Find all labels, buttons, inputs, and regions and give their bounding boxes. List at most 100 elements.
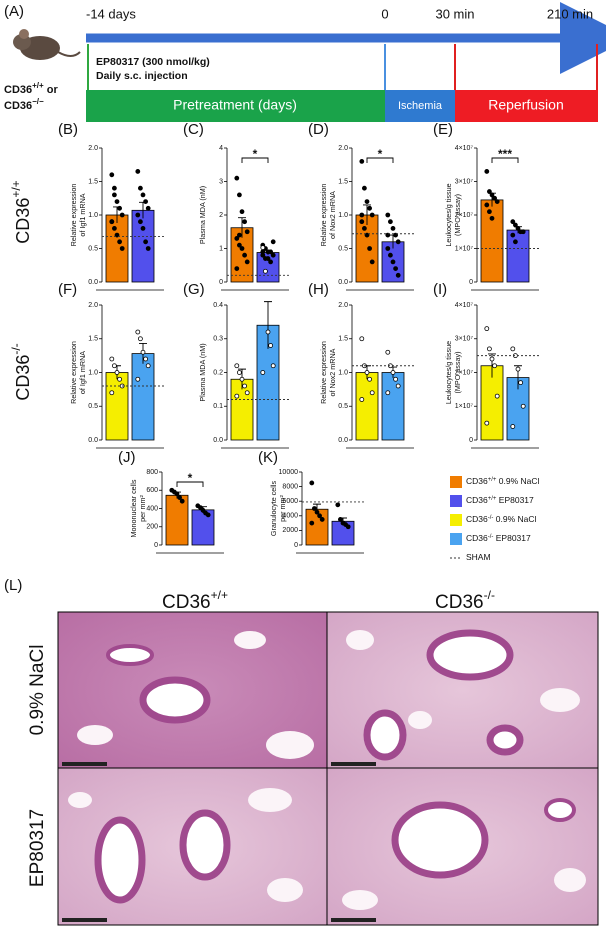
data-point (270, 363, 276, 369)
row-header: 0.9% NaCl (27, 645, 48, 736)
significance-bracket (176, 481, 204, 487)
y-axis-label: Relative expression (69, 184, 78, 247)
data-point (395, 272, 401, 278)
histology-features (94, 629, 576, 904)
data-point (265, 329, 271, 335)
data-point (337, 517, 343, 522)
tissue-spaces (68, 630, 586, 910)
bar (191, 509, 215, 546)
y-axis-label: Plasma MDA (nM) (198, 186, 207, 244)
legend-text: CD36 (466, 514, 488, 524)
data-point (359, 219, 365, 225)
data-point (117, 239, 122, 245)
y-tick-label: 0.4 (213, 302, 223, 309)
y-tick-label: 0.0 (213, 437, 223, 444)
data-point (109, 356, 115, 362)
y-tick-label: 0.0 (338, 279, 348, 286)
legend-text: CD36 (466, 533, 488, 543)
significance-bracket (241, 157, 269, 163)
data-point (236, 242, 242, 248)
data-point (359, 212, 365, 218)
data-point (239, 246, 245, 251)
panel-letter: (C) (183, 121, 204, 138)
data-point (268, 343, 274, 348)
data-point (345, 524, 351, 530)
y-axis-label: Leukocytes/g tissue (444, 183, 453, 246)
legend-text: EP80317 (496, 495, 534, 505)
data-point (390, 259, 396, 265)
y-axis-label: (MPO assay) (453, 352, 462, 394)
y-axis-label: Plasma MDA (nM) (198, 343, 207, 401)
data-point (135, 329, 141, 335)
panel-letter: (H) (308, 281, 329, 298)
significance-label: * (253, 147, 258, 161)
legend-swatch (450, 514, 462, 526)
data-point (317, 513, 323, 519)
data-point (135, 212, 141, 218)
y-tick-label: 1.0 (88, 212, 98, 219)
data-point (242, 252, 248, 258)
data-point (510, 346, 516, 352)
y-tick-label: 0.0 (88, 279, 98, 286)
y-axis-label: Granulocyte cells (269, 481, 278, 537)
data-point (268, 249, 274, 255)
y-tick-label: 6000 (282, 498, 298, 505)
data-point (236, 192, 242, 198)
y-tick-label: 1×10⁷ (455, 245, 474, 252)
y-tick-label: 200 (146, 524, 158, 531)
y-tick-label: 400 (146, 505, 158, 512)
data-point (359, 158, 365, 164)
data-point (143, 199, 149, 205)
data-point (314, 509, 320, 515)
data-point (492, 195, 498, 201)
data-point (486, 209, 492, 215)
y-tick-label: 2.0 (88, 145, 98, 152)
data-point (309, 480, 315, 486)
data-point (513, 222, 518, 228)
data-point (109, 219, 115, 225)
row-header: EP80317 (27, 809, 48, 887)
data-point (236, 232, 242, 238)
data-point (119, 246, 125, 251)
data-point (311, 506, 317, 511)
data-point (119, 212, 125, 218)
panel-letter: (K) (258, 449, 278, 466)
timeline-tick: 210 min (547, 6, 593, 21)
y-tick-label: 2.0 (338, 302, 348, 309)
data-point (239, 376, 245, 382)
data-point (390, 225, 396, 231)
bar (381, 372, 405, 441)
data-point (242, 383, 248, 389)
legend-text: CD36 (466, 495, 488, 505)
data-point (140, 192, 146, 198)
y-tick-label: 2.0 (88, 302, 98, 309)
y-tick-label: 0 (469, 437, 473, 444)
genotype-label: CD36+/+ or (4, 81, 58, 96)
data-point (260, 245, 266, 251)
data-point (117, 376, 122, 382)
legend-label: CD36-/- EP80317 (466, 533, 531, 543)
data-point (140, 225, 146, 231)
panel-letter: (F) (58, 281, 77, 298)
data-point (236, 370, 242, 375)
data-point (137, 336, 143, 342)
timeline-tick: 30 min (435, 6, 474, 21)
y-tick-label: 0 (469, 279, 473, 286)
data-point (489, 356, 495, 362)
data-point (112, 363, 117, 369)
data-point (494, 393, 500, 399)
bar (165, 494, 189, 546)
data-point (145, 363, 151, 369)
legend-text: EP80317 (493, 533, 531, 543)
data-point (319, 517, 325, 522)
y-tick-label: 2000 (282, 527, 298, 534)
data-point (270, 239, 276, 245)
legend-label: SHAM (466, 552, 491, 562)
timeline-tick: -14 days (86, 6, 136, 21)
y-tick-label: 0.5 (88, 245, 98, 252)
y-tick-label: 2 (219, 212, 223, 219)
data-point (385, 246, 391, 251)
y-tick-label: 1.0 (88, 369, 98, 376)
